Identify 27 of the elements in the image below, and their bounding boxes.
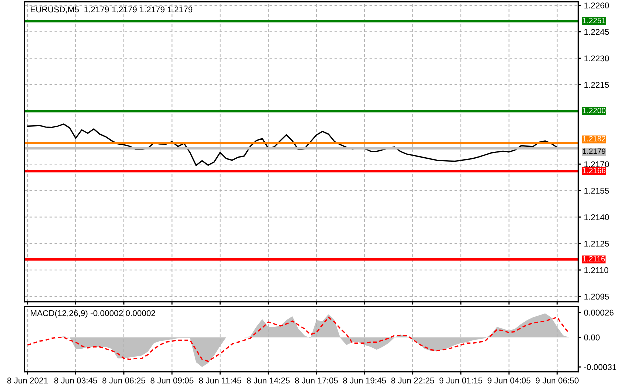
x-tick-label: 8 Jun 14:25: [247, 378, 290, 384]
y-tick-label: 0.00: [584, 334, 600, 341]
y-tick-label: 1.2095: [584, 294, 610, 300]
x-tick-label: 8 Jun 22:25: [392, 378, 434, 384]
x-tick-label: 8 Jun 19:45: [343, 378, 386, 384]
y-tick-label: 1.2170: [584, 162, 610, 168]
x-tick-label: 9 Jun 06:50: [536, 378, 579, 384]
x-tick-label: 8 Jun 06:25: [102, 378, 146, 384]
x-tick-label: 8 Jun 2021: [8, 378, 48, 384]
x-tick-label: 9 Jun 04:05: [488, 378, 531, 384]
y-tick-label: 1.2215: [584, 82, 610, 88]
x-tick-label: 8 Jun 09:05: [150, 378, 194, 384]
x-tick-label: 8 Jun 17:05: [295, 378, 338, 384]
chart-title: EURUSD,M5 1.2179 1.2179 1.2179 1.2179: [31, 6, 193, 14]
y-tick-label: -0.00031: [584, 364, 617, 370]
x-tick-label: 8 Jun 11:45: [199, 378, 242, 384]
y-tick-label: 1.2260: [584, 2, 610, 9]
y-tick-label: 1.2110: [584, 267, 609, 274]
x-tick-label: 9 Jun 01:15: [440, 378, 483, 384]
y-tick-label: 1.2140: [584, 214, 610, 220]
y-tick-label: 1.2155: [584, 188, 610, 194]
y-tick-label: 1.2245: [584, 29, 610, 36]
y-tick-label: 1.2230: [584, 56, 610, 62]
x-tick-label: 8 Jun 03:45: [54, 378, 98, 384]
y-tick-label: 1.2125: [584, 240, 610, 247]
y-tick-label: 0.00026: [584, 310, 614, 316]
chart-title: MACD(12,26,9) -0.00002 0.00002: [31, 310, 156, 318]
